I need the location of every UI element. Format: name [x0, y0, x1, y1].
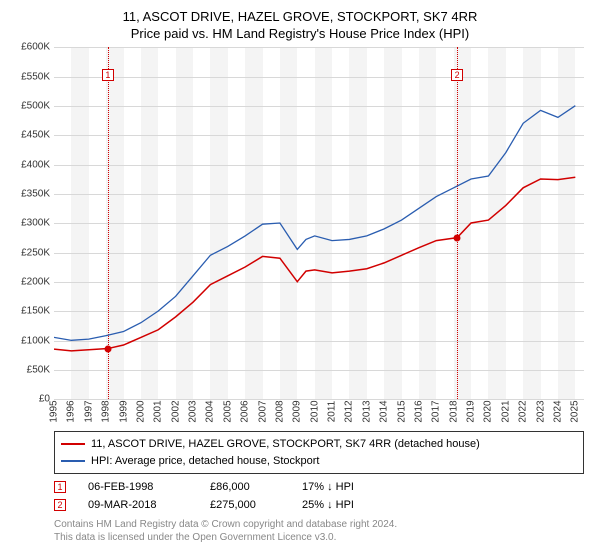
legend-swatch: [61, 443, 85, 445]
x-tick-label: 2018: [448, 401, 459, 423]
sale-row: 1 06-FEB-1998 £86,000 17% ↓ HPI: [54, 478, 584, 496]
sale-delta: 25% ↓ HPI: [302, 499, 392, 511]
sale-marker-dot: [104, 345, 111, 352]
x-tick-label: 1996: [66, 401, 77, 423]
x-tick-label: 2010: [309, 401, 320, 423]
x-tick-label: 2005: [222, 401, 233, 423]
x-tick-label: 2019: [466, 401, 477, 423]
sale-number-box: 2: [54, 499, 66, 511]
footer: Contains HM Land Registry data © Crown c…: [54, 518, 584, 544]
y-tick-label: £200K: [8, 276, 50, 287]
x-tick-label: 2009: [292, 401, 303, 423]
x-tick-label: 2022: [518, 401, 529, 423]
footer-line-2: This data is licensed under the Open Gov…: [54, 531, 584, 544]
x-tick-label: 2006: [240, 401, 251, 423]
x-tick-label: 2007: [257, 401, 268, 423]
x-tick-label: 2025: [570, 401, 581, 423]
chart-area: 12 £0£50K£100K£150K£200K£250K£300K£350K£…: [8, 47, 592, 427]
legend-item: HPI: Average price, detached house, Stoc…: [61, 453, 577, 470]
legend-item: 11, ASCOT DRIVE, HAZEL GROVE, STOCKPORT,…: [61, 436, 577, 453]
sale-date: 09-MAR-2018: [88, 499, 188, 511]
x-tick-label: 2002: [170, 401, 181, 423]
plot-region: 12: [54, 47, 584, 399]
sale-row: 2 09-MAR-2018 £275,000 25% ↓ HPI: [54, 496, 584, 514]
sale-marker-box: 1: [102, 69, 114, 81]
sale-marker-dot: [454, 234, 461, 241]
legend-label: 11, ASCOT DRIVE, HAZEL GROVE, STOCKPORT,…: [91, 436, 480, 453]
chart-subtitle: Price paid vs. HM Land Registry's House …: [8, 26, 592, 41]
y-tick-label: £500K: [8, 100, 50, 111]
x-tick-label: 2011: [327, 401, 338, 423]
x-tick-label: 2023: [535, 401, 546, 423]
y-tick-label: £300K: [8, 218, 50, 229]
x-tick-label: 2013: [361, 401, 372, 423]
x-tick-label: 2001: [153, 401, 164, 423]
x-tick-label: 2004: [205, 401, 216, 423]
line-series: [54, 47, 584, 399]
x-tick-label: 2021: [500, 401, 511, 423]
sale-price: £86,000: [210, 481, 280, 493]
y-tick-label: £350K: [8, 188, 50, 199]
x-tick-label: 1997: [83, 401, 94, 423]
x-tick-label: 2020: [483, 401, 494, 423]
x-tick-label: 2016: [413, 401, 424, 423]
x-tick-label: 2000: [135, 401, 146, 423]
y-tick-label: £550K: [8, 71, 50, 82]
y-tick-label: £600K: [8, 42, 50, 53]
sale-number-box: 1: [54, 481, 66, 493]
y-tick-label: £100K: [8, 335, 50, 346]
chart-title: 11, ASCOT DRIVE, HAZEL GROVE, STOCKPORT,…: [8, 8, 592, 26]
legend: 11, ASCOT DRIVE, HAZEL GROVE, STOCKPORT,…: [54, 431, 584, 474]
x-tick-label: 1998: [101, 401, 112, 423]
sale-date: 06-FEB-1998: [88, 481, 188, 493]
x-tick-label: 2008: [274, 401, 285, 423]
sale-marker-box: 2: [451, 69, 463, 81]
sale-delta: 17% ↓ HPI: [302, 481, 392, 493]
y-tick-label: £250K: [8, 247, 50, 258]
y-tick-label: £450K: [8, 130, 50, 141]
sales-table: 1 06-FEB-1998 £86,000 17% ↓ HPI 2 09-MAR-2018…: [54, 478, 584, 514]
x-tick-label: 1999: [118, 401, 129, 423]
x-tick-label: 2015: [396, 401, 407, 423]
x-tick-label: 2024: [552, 401, 563, 423]
x-tick-label: 2014: [379, 401, 390, 423]
x-tick-label: 2003: [188, 401, 199, 423]
legend-label: HPI: Average price, detached house, Stoc…: [91, 453, 320, 470]
y-tick-label: £150K: [8, 306, 50, 317]
y-tick-label: £0: [8, 394, 50, 405]
sale-price: £275,000: [210, 499, 280, 511]
chart-container: 11, ASCOT DRIVE, HAZEL GROVE, STOCKPORT,…: [0, 0, 600, 560]
x-tick-label: 1995: [49, 401, 60, 423]
footer-line-1: Contains HM Land Registry data © Crown c…: [54, 518, 584, 531]
y-tick-label: £50K: [8, 364, 50, 375]
legend-swatch: [61, 460, 85, 462]
x-tick-label: 2012: [344, 401, 355, 423]
x-tick-label: 2017: [431, 401, 442, 423]
y-tick-label: £400K: [8, 159, 50, 170]
